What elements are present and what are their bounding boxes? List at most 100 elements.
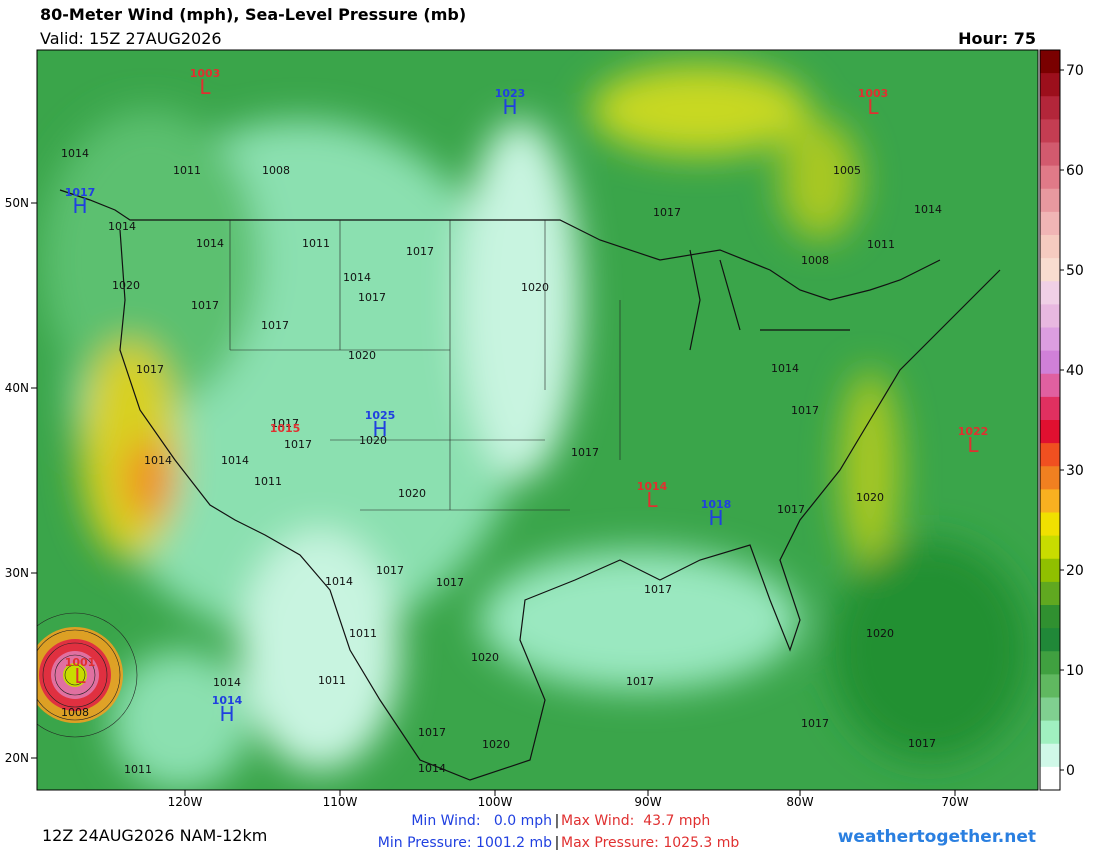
isobar-label: 1017 [571,446,599,459]
pressure-center-letter: H [72,194,87,218]
separator: | [555,835,560,850]
lat-label: 40N [5,381,29,395]
colorbar-tick-label: 60 [1066,163,1084,179]
isobar-label: 1017 [284,438,312,451]
colorbar-swatch [1040,304,1060,328]
max-wind: Max Wind: 43.7 mph [561,813,710,829]
isobar-label: 1017 [644,583,672,596]
colorbar-swatch [1040,396,1060,421]
isobar-label: 1008 [801,254,829,267]
lon-label: 100W [478,795,513,809]
colorbar-swatch [1040,605,1060,629]
lon-label: 110W [323,795,358,809]
pressure-center-letter: L [967,433,979,457]
isobar-label: 1020 [348,349,376,362]
colorbar-swatch [1040,235,1060,259]
map-field [37,50,1038,790]
lon-label: 90W [634,795,661,809]
colorbar-swatch [1040,142,1060,167]
isobar-label: 1020 [471,651,499,664]
colorbar-swatch [1040,165,1060,190]
forecast-hour: Hour: 75 [958,29,1036,48]
pressure-center-value: 1022 [958,425,989,438]
isobar-label: 1020 [482,738,510,751]
colorbar-swatch [1040,628,1060,652]
isobar-label: 1020 [521,281,549,294]
colorbar-swatch [1040,720,1060,745]
isobar-label: 1017 [376,564,404,577]
isobar-label: 1008 [262,164,290,177]
colorbar-swatch [1040,211,1060,236]
isobar-label: 1017 [271,417,299,430]
colorbar-swatch [1040,327,1060,352]
title: 80-Meter Wind (mph), Sea-Level Pressure … [40,5,466,24]
colorbar-swatch [1040,119,1060,143]
pressure-center-value: 1014 [212,694,243,707]
colorbar-swatch [1040,50,1060,74]
map-frame [36,49,1039,791]
pressure-center-letter: L [867,95,879,119]
isobar-label: 1017 [626,675,654,688]
pressure-center-letter: H [708,506,723,530]
isobar-label: 1017 [418,726,446,739]
isobar-label: 1020 [359,434,387,447]
colorbar-swatch [1040,420,1060,444]
isobar-label: 1017 [777,503,805,516]
isobar-label: 1017 [136,363,164,376]
isobar-label: 1020 [866,627,894,640]
isobar-label: 1017 [791,404,819,417]
pressure-center-letter: H [219,702,234,726]
isobar-label: 1017 [801,717,829,730]
isobar-label: 1017 [191,299,219,312]
colorbar-swatch [1040,73,1060,97]
pressure-center-value: 1018 [701,498,732,511]
colorbar-tick-label: 30 [1066,463,1084,479]
colorbar-swatch [1040,743,1060,768]
isobar-label: 1014 [213,676,241,689]
colorbar-swatch [1040,512,1060,537]
colorbar-swatch [1040,766,1060,791]
pressure-center-value: 1003 [190,67,221,80]
isobar-label: 1020 [112,279,140,292]
colorbar-tick-label: 50 [1066,263,1084,279]
isobar-label: 1017 [261,319,289,332]
pressure-center-value: 1023 [495,87,526,100]
isobar-label: 1014 [144,454,172,467]
colorbar-tick-label: 40 [1066,363,1084,379]
pressure-center-value: 1025 [365,409,396,422]
colorbar-tick-label: 20 [1066,563,1084,579]
valid-time: Valid: 15Z 27AUG2026 [40,29,222,48]
isobar-label: 1014 [108,220,136,233]
isobar-label: 1020 [398,487,426,500]
colorbar-swatch [1040,350,1060,375]
isobar-label: 1017 [436,576,464,589]
isobar-label: 1005 [833,164,861,177]
isobar-label: 1011 [302,237,330,250]
separator: | [555,813,560,829]
isobar-label: 1011 [254,475,282,488]
isobar-label: 1014 [61,147,89,160]
isobar-label: 1017 [653,206,681,219]
colorbar-frame [1039,49,1061,791]
colorbar-tick-label: 10 [1066,663,1084,679]
colorbar-swatch [1040,535,1060,560]
isobar-label: 1014 [914,203,942,216]
pressure-center-value: 1015 [270,422,301,435]
isobar-label: 1014 [343,271,371,284]
pressure-center-letter: H [372,417,387,441]
isobar-label: 1014 [196,237,224,250]
pressure-center-value: 1014 [637,480,668,493]
colorbar-tick-label: 70 [1066,63,1084,79]
isobar-label: 1020 [856,491,884,504]
site-link[interactable]: weathertogether.net [838,827,1036,847]
pressure-center-value: 1003 [858,87,889,100]
isobar-label: 1014 [771,362,799,375]
colorbar-swatch [1040,188,1060,213]
isobar-label: 1011 [349,627,377,640]
colorbar-swatch [1040,466,1060,490]
isobar-label: 1014 [325,575,353,588]
lat-label: 50N [5,196,29,210]
colorbar-swatch [1040,558,1060,583]
colorbar-swatch [1040,674,1060,698]
pressure-center-letter: L [74,664,86,688]
